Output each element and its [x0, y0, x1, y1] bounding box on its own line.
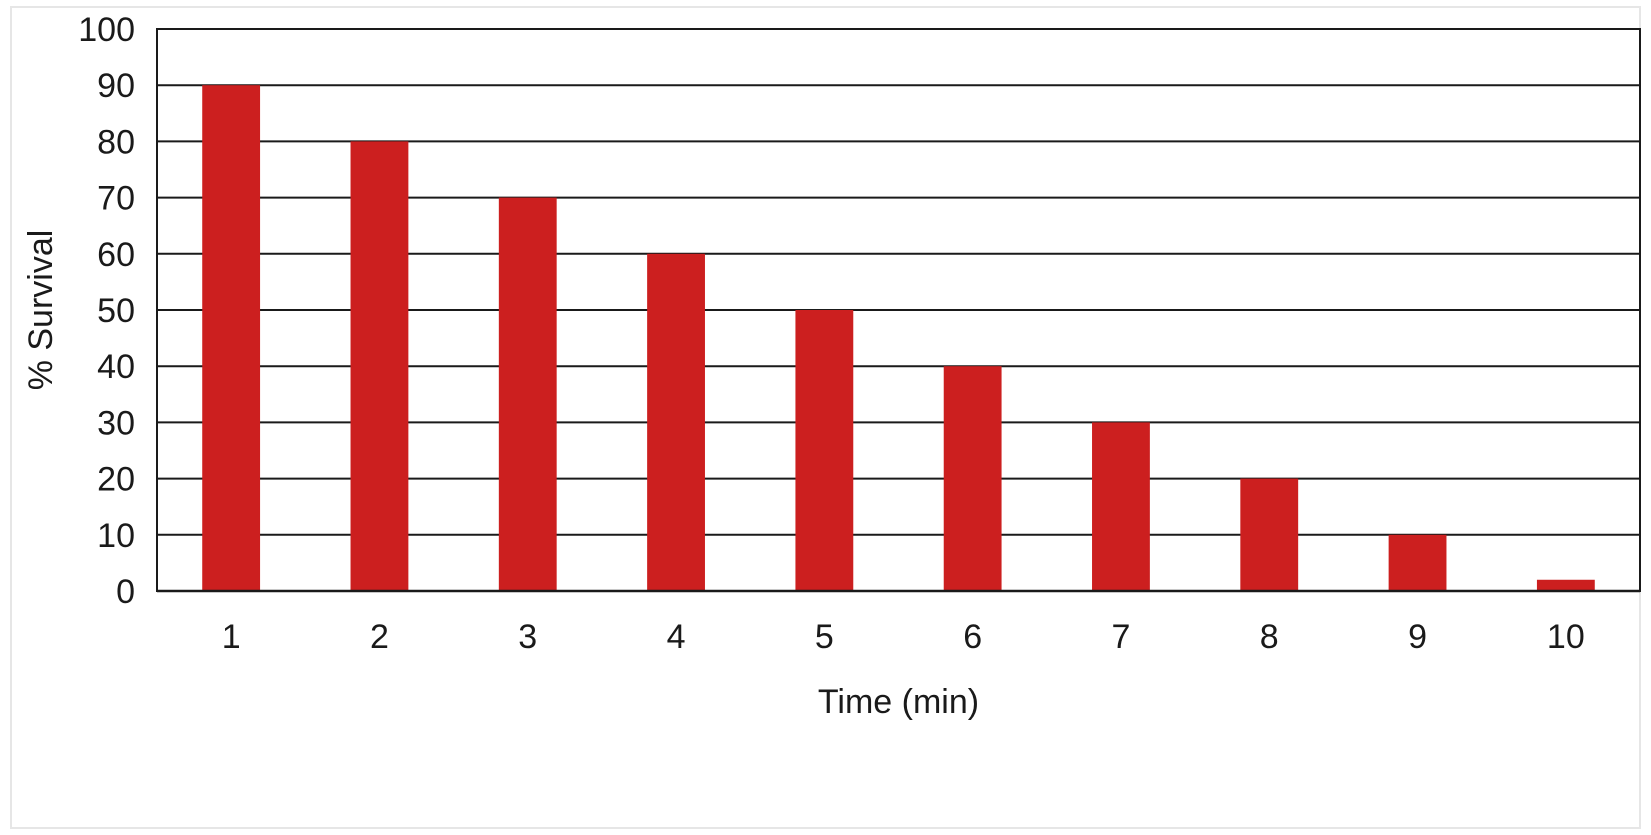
bar: [350, 141, 409, 591]
y-tick-label: 30: [97, 404, 135, 442]
x-tick-label: 8: [1260, 618, 1279, 656]
bar: [795, 310, 854, 591]
y-tick-label: 80: [97, 123, 135, 161]
bar: [1240, 478, 1299, 591]
y-tick-labels: 0 10 20 30 40 50 60 70 80 90 100: [78, 11, 135, 611]
x-tick-label: 4: [667, 618, 686, 656]
bar: [647, 253, 705, 592]
x-tick-label: 3: [518, 618, 537, 656]
y-tick-label: 20: [97, 461, 135, 499]
x-tick-label: 1: [222, 618, 241, 656]
bar: [1536, 579, 1595, 591]
x-tick-label: 7: [1111, 618, 1130, 656]
bars: [202, 85, 1595, 592]
y-tick-label: 60: [97, 236, 135, 274]
y-tick-label: 90: [97, 67, 135, 105]
x-axis-title: Time (min): [818, 683, 979, 721]
x-tick-label: 10: [1547, 618, 1585, 656]
bar: [1388, 534, 1447, 591]
bar: [943, 366, 1002, 591]
x-tick-labels: 1 2 3 4 5 6 7 8 9 10: [222, 618, 1585, 656]
bar: [1092, 422, 1150, 591]
x-tick-label: 9: [1408, 618, 1427, 656]
bar: [498, 197, 557, 591]
x-tick-label: 5: [815, 618, 834, 656]
y-tick-label: 50: [97, 292, 135, 330]
y-tick-label: 100: [78, 11, 135, 49]
y-axis-title: % Survival: [22, 230, 60, 391]
y-tick-label: 70: [97, 180, 135, 218]
axes: [156, 28, 1641, 593]
y-tick-label: 40: [97, 348, 135, 386]
x-tick-label: 2: [370, 618, 389, 656]
y-tick-label: 10: [97, 517, 135, 555]
bar: [202, 85, 261, 591]
y-tick-label: 0: [116, 573, 135, 611]
x-tick-label: 6: [963, 618, 982, 656]
